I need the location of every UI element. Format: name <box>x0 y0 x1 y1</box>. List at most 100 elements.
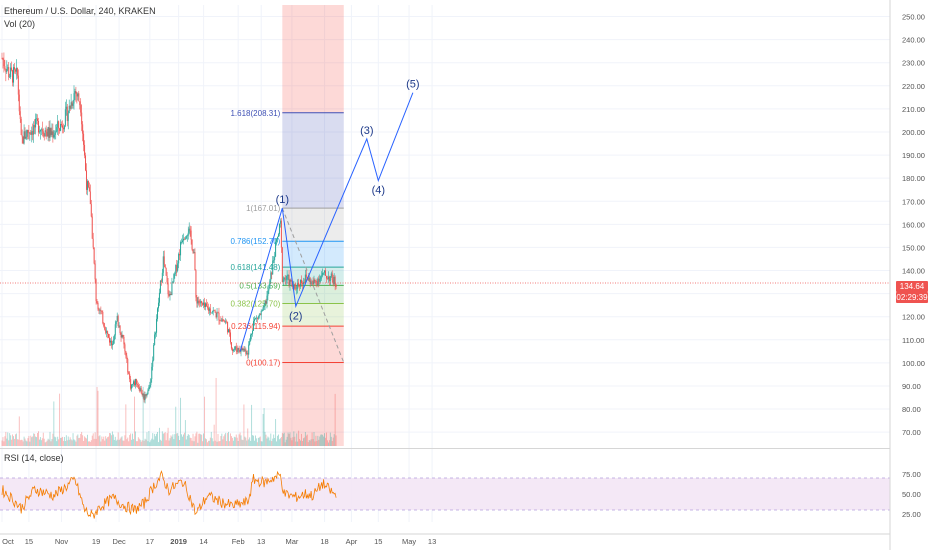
volume-bar <box>38 439 40 446</box>
volume-bar <box>297 441 299 446</box>
candle-body <box>237 348 239 352</box>
candle-body <box>314 279 316 282</box>
time-axis-tick-0: Oct <box>2 537 15 546</box>
candle-body <box>332 280 334 285</box>
candle-body <box>274 256 276 261</box>
candle-body <box>330 273 332 277</box>
candle-body <box>155 332 157 335</box>
candle-body <box>180 242 182 256</box>
candle-body <box>260 311 262 316</box>
volume-bar <box>190 437 192 446</box>
volume-bar <box>206 442 208 446</box>
candle-body <box>157 302 159 309</box>
fib-level-label-3: 0.5(133.59) <box>239 281 280 290</box>
volume-bar <box>220 436 222 446</box>
volume-bar <box>202 441 204 446</box>
volume-bar <box>158 427 160 446</box>
volume-bar <box>222 439 224 446</box>
candle-body <box>31 131 33 135</box>
candle-body <box>37 121 39 133</box>
candle-body <box>201 300 203 303</box>
candle-body <box>197 300 199 304</box>
candle-body <box>15 67 17 72</box>
candle-body <box>319 279 321 282</box>
candle-body <box>287 274 289 276</box>
candle-body <box>102 311 104 324</box>
time-axis-tick-8: Feb <box>232 537 245 546</box>
volume-bar <box>266 438 268 446</box>
volume-bar <box>329 432 331 446</box>
volume-bar <box>201 434 203 446</box>
volume-bar <box>16 439 18 446</box>
candle-body <box>105 329 107 333</box>
volume-bar <box>19 440 21 446</box>
time-axis-tick-5: 17 <box>146 537 154 546</box>
candle-body <box>206 306 208 308</box>
volume-bar <box>41 438 43 446</box>
volume-bar <box>123 440 125 446</box>
candle-body <box>313 279 315 285</box>
volume-bar <box>326 440 328 446</box>
volume-bar <box>254 435 256 446</box>
elliott-wave-label-4: (4) <box>372 184 385 196</box>
volume-bar <box>200 434 202 446</box>
volume-bar <box>63 436 65 446</box>
candle-body <box>57 121 59 128</box>
candle-body <box>111 343 113 346</box>
candle-body <box>69 105 71 109</box>
volume-bar <box>203 433 205 446</box>
candle-body <box>234 346 236 350</box>
volume-bar <box>145 439 147 446</box>
price-axis-tick-2: 230.00 <box>902 59 925 68</box>
volume-bar <box>314 441 316 446</box>
candle-body <box>298 282 300 286</box>
volume-bar <box>224 434 226 446</box>
volume-bar <box>91 435 93 446</box>
candle-body <box>172 281 174 283</box>
candle-body <box>273 260 275 261</box>
time-axis-tick-13: 15 <box>374 537 382 546</box>
volume-bar <box>24 438 26 446</box>
candle-body <box>90 204 92 217</box>
volume-bar <box>257 437 259 446</box>
volume-bar <box>110 433 111 446</box>
candle-body <box>325 270 327 276</box>
volume-bar <box>182 434 184 446</box>
candle-body <box>192 249 194 253</box>
candle-body <box>293 284 295 289</box>
candle-body <box>331 273 333 281</box>
volume-bar <box>9 433 11 446</box>
candle-body <box>140 388 142 394</box>
volume-bar <box>90 440 92 446</box>
candle-body <box>210 312 212 314</box>
candle-body <box>108 333 110 338</box>
candle-body <box>96 301 98 303</box>
volume-bar <box>302 438 304 446</box>
candle-body <box>124 344 126 352</box>
candle-body <box>61 123 63 126</box>
volume-bar <box>316 440 318 446</box>
candle-body <box>21 134 23 137</box>
volume-bar <box>216 441 218 446</box>
volume-bar <box>75 441 77 446</box>
price-axis-tick-7: 180.00 <box>902 174 925 183</box>
volume-bar <box>143 440 145 446</box>
candle-body <box>303 282 305 283</box>
candle-countdown-tag: 02:29:39 <box>896 292 928 303</box>
volume-bar <box>70 439 72 446</box>
candle-body <box>295 284 297 289</box>
volume-bar <box>248 439 250 446</box>
candle-body <box>104 326 106 330</box>
candle-body <box>100 309 102 312</box>
fib-level-label-6: 1(167.01) <box>246 204 281 213</box>
fib-zone-5 <box>282 241 344 268</box>
volume-bar <box>62 436 63 446</box>
candle-body <box>8 67 10 78</box>
candle-body <box>154 334 156 346</box>
volume-bar <box>324 433 326 446</box>
candle-body <box>247 352 249 355</box>
volume-bar <box>38 431 39 446</box>
volume-bar <box>267 436 269 446</box>
candle-body <box>272 260 274 275</box>
